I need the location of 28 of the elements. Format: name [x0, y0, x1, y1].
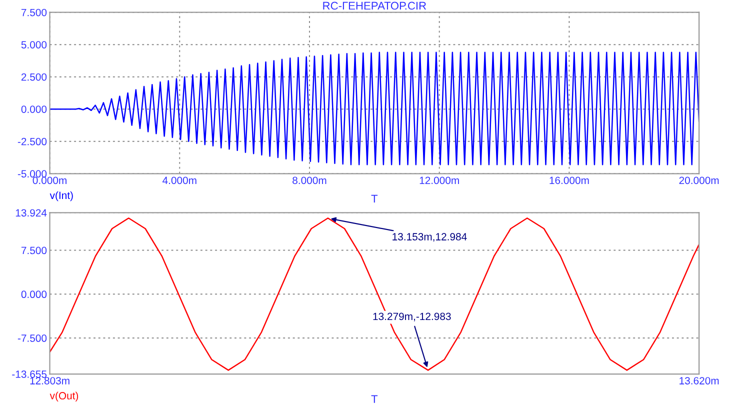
x-axis-title: T — [371, 395, 378, 403]
chart-title: RC-ГЕНЕРАТОР.CIR — [323, 2, 426, 10]
y-tick-label: 7.500 — [21, 8, 47, 16]
x-tick-label: 20.000m — [679, 176, 719, 184]
x-tick-label: 0.000m — [32, 176, 66, 184]
y-tick-label: 0.000 — [21, 290, 47, 298]
line-series — [50, 52, 700, 166]
text: v(Out) — [50, 392, 78, 402]
text: v(Int) — [50, 191, 73, 202]
y-tick-label: 7.500 — [21, 246, 47, 254]
line-series — [50, 217, 700, 371]
y-tick-label: -13.655 — [12, 370, 47, 378]
y-tick-label: -2.500 — [18, 138, 47, 146]
annotation: 13.279m,-12.983 — [373, 312, 451, 322]
y-tick-label: -5.000 — [18, 170, 47, 178]
x-axis-title: T — [371, 194, 378, 203]
x-tick-label: 16.000m — [550, 176, 589, 184]
y-tick-label: 2.500 — [21, 73, 47, 81]
y-tick-label: 5.000 — [21, 41, 47, 48]
x-tick-label: 8.000m — [292, 176, 326, 184]
x-tick-label: 12.000m — [420, 176, 459, 184]
y-tick-label: 13.924 — [16, 209, 47, 217]
x-tick-label: 4.000m — [162, 176, 196, 184]
x-tick-label: 13.620m — [680, 377, 719, 384]
annotation: 13.153m,12.984 — [392, 233, 467, 242]
x-tick-label: 12.803m — [30, 377, 70, 384]
y-tick-label: -7.500 — [18, 334, 47, 342]
y-tick-label: 0.000 — [21, 106, 47, 113]
